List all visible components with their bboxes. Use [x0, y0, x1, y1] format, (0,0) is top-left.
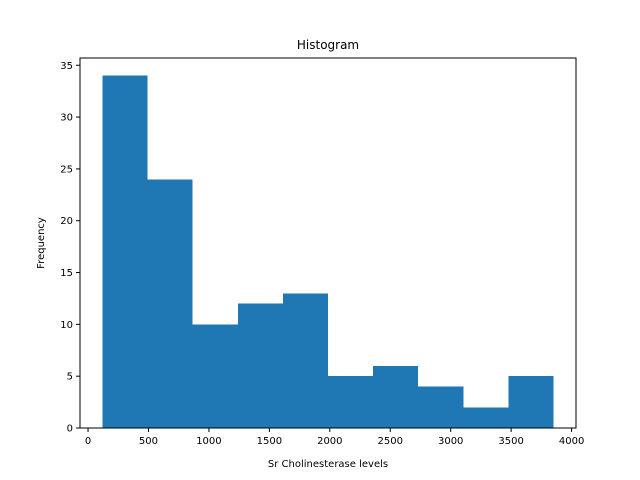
y-axis-title: Frequency: [36, 217, 47, 269]
histogram-bar: [463, 407, 509, 428]
y-tick-label: 35: [60, 61, 73, 72]
y-tick-label: 20: [60, 216, 73, 227]
x-tick-label: 2500: [378, 436, 403, 447]
histogram-bar: [328, 376, 374, 428]
y-tick-label: 25: [60, 164, 73, 175]
y-tick-label: 5: [67, 372, 73, 383]
x-tick-label: 1000: [196, 436, 221, 447]
histogram-bar: [147, 179, 193, 428]
histogram-bar: [282, 293, 328, 428]
chart-title: Histogram: [297, 38, 359, 52]
histogram-bar: [192, 324, 238, 428]
histogram-bar: [102, 75, 148, 428]
x-axis-title: Sr Cholinesterase levels: [268, 459, 388, 470]
plot-frame: [79, 57, 577, 429]
x-tick-label: 1500: [257, 436, 282, 447]
y-tick-label: 30: [60, 113, 73, 124]
x-tick-label: 3500: [498, 436, 523, 447]
x-tick-label: 3000: [438, 436, 463, 447]
x-tick-label: 0: [85, 436, 91, 447]
histogram-bar: [508, 376, 554, 428]
histogram-bar: [237, 303, 283, 428]
bars-group: [102, 75, 554, 428]
x-tick-label: 2000: [317, 436, 342, 447]
x-tick-label: 500: [139, 436, 158, 447]
x-axis: 0 500 1000 1500 2000 2500 3000 3500 4000: [85, 428, 584, 447]
y-tick-label: 15: [60, 268, 73, 279]
histogram-bar: [418, 386, 464, 428]
y-tick-label: 10: [60, 320, 73, 331]
histogram-bar: [373, 365, 419, 428]
x-tick-label: 4000: [559, 436, 584, 447]
y-axis: 0 5 10 15 20 25 30 35: [60, 61, 80, 435]
y-tick-label: 0: [67, 424, 73, 435]
